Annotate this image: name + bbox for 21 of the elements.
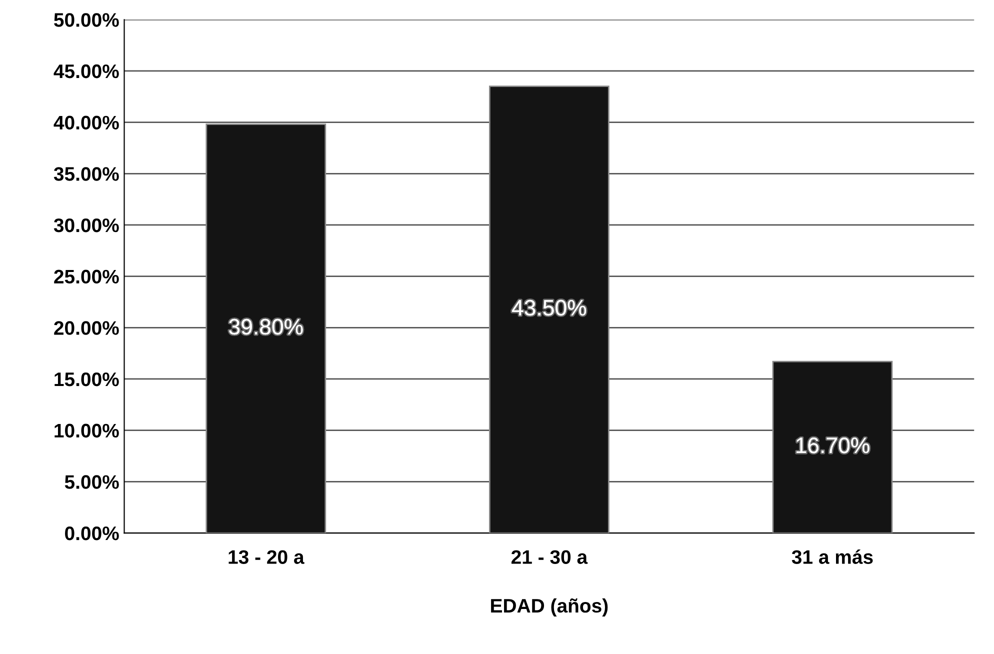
- x-tick-label: 13 - 20 a: [228, 550, 304, 564]
- y-tick-label: 5.00%: [64, 475, 119, 489]
- bar: [206, 124, 326, 534]
- data-label: 39.80%: [229, 318, 303, 335]
- data-label: 16.70%: [796, 438, 870, 454]
- y-tick-label: 20.00%: [54, 321, 119, 335]
- y-tick-label: 15.00%: [54, 372, 119, 386]
- y-tick-label: 30.00%: [54, 218, 119, 232]
- bar: [489, 86, 610, 534]
- bar: [772, 360, 893, 534]
- y-tick-label: 25.00%: [54, 270, 119, 284]
- x-tick-label: 21 - 30 a: [511, 550, 588, 564]
- x-axis-title: EDAD (años): [491, 598, 608, 616]
- y-tick-label: 40.00%: [54, 116, 119, 130]
- y-tick-label: 10.00%: [54, 424, 119, 438]
- y-tick-label: 0.00%: [65, 526, 119, 540]
- y-tick-label: 35.00%: [54, 167, 119, 181]
- x-tick-label: 31 a más: [792, 550, 873, 564]
- y-tick-label: 45.00%: [54, 64, 119, 78]
- y-tick-label: 50.00%: [54, 13, 119, 27]
- data-label: 43.50%: [512, 300, 586, 316]
